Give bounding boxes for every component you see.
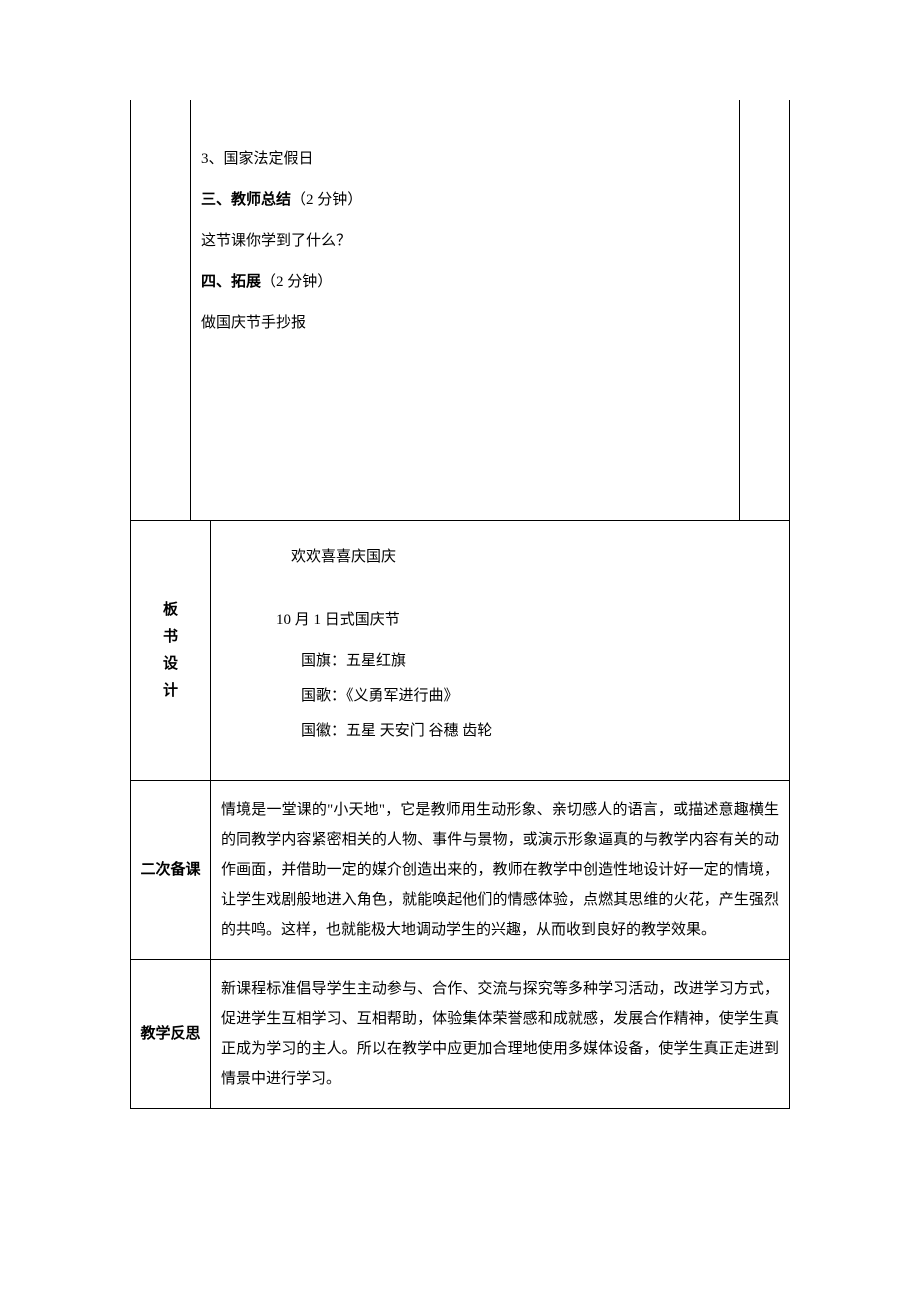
banshu-item: 国旗：五星红旗	[221, 645, 779, 678]
top-left-cell	[131, 100, 191, 520]
fansi-content: 新课程标准倡导学生主动参与、合作、交流与探究等多种学习活动，改进学习方式，促进学…	[211, 960, 789, 1108]
content-line: 做国庆节手抄报	[201, 304, 729, 343]
table-section: 板 书 设 计 欢欢喜喜庆国庆 10 月 1 日式国庆节 国旗：五星红旗 国歌：…	[130, 520, 790, 1109]
header-char: 板	[163, 597, 178, 624]
banshu-row: 板 书 设 计 欢欢喜喜庆国庆 10 月 1 日式国庆节 国旗：五星红旗 国歌：…	[131, 521, 789, 781]
banshu-title: 欢欢喜喜庆国庆	[221, 541, 779, 574]
fansi-header: 教学反思	[131, 960, 211, 1108]
banshu-subtitle: 10 月 1 日式国庆节	[221, 604, 779, 637]
banshu-item: 国徽：五星 天安门 谷穗 齿轮	[221, 715, 779, 748]
erci-row: 二次备课 情境是一堂课的"小天地"，它是教师用生动形象、亲切感人的语言，或描述意…	[131, 781, 789, 960]
section-heading: 三、教师总结	[201, 192, 291, 208]
content-line: 四、拓展（2 分钟）	[201, 263, 729, 302]
banshu-content: 欢欢喜喜庆国庆 10 月 1 日式国庆节 国旗：五星红旗 国歌：《义勇军进行曲》…	[211, 521, 789, 780]
content-line: 3、国家法定假日	[201, 140, 729, 179]
banshu-item: 国歌：《义勇军进行曲》	[221, 680, 779, 713]
header-char: 计	[163, 678, 178, 705]
header-char: 设	[163, 651, 178, 678]
section-duration: （2 分钟）	[261, 274, 332, 290]
fansi-row: 教学反思 新课程标准倡导学生主动参与、合作、交流与探究等多种学习活动，改进学习方…	[131, 960, 789, 1109]
section-heading: 四、拓展	[201, 274, 261, 290]
top-section: 3、国家法定假日 三、教师总结（2 分钟） 这节课你学到了什么？ 四、拓展（2 …	[130, 100, 790, 520]
erci-header: 二次备课	[131, 781, 211, 959]
banshu-header: 板 书 设 计	[131, 521, 211, 780]
top-right-cell	[739, 100, 789, 520]
content-line: 三、教师总结（2 分钟）	[201, 181, 729, 220]
erci-content: 情境是一堂课的"小天地"，它是教师用生动形象、亲切感人的语言，或描述意趣横生的同…	[211, 781, 789, 959]
header-char: 书	[163, 624, 178, 651]
page-content: 3、国家法定假日 三、教师总结（2 分钟） 这节课你学到了什么？ 四、拓展（2 …	[0, 0, 920, 1109]
section-duration: （2 分钟）	[291, 192, 362, 208]
top-main-cell: 3、国家法定假日 三、教师总结（2 分钟） 这节课你学到了什么？ 四、拓展（2 …	[191, 100, 739, 520]
content-line: 这节课你学到了什么？	[201, 222, 729, 261]
